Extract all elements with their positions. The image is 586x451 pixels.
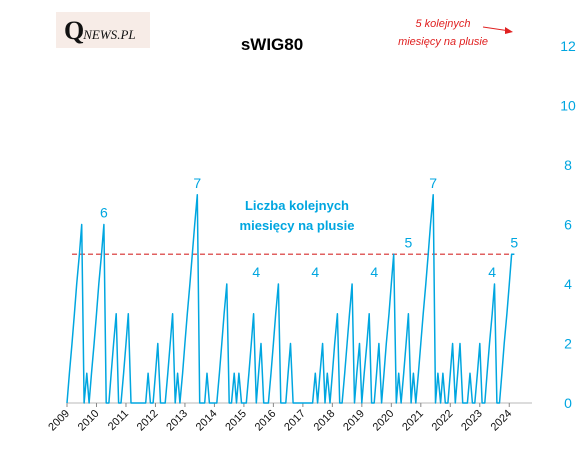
peak-value-label: 4 bbox=[311, 264, 319, 280]
x-axis-tick-label: 2011 bbox=[106, 408, 131, 433]
x-axis-tick-label: 2022 bbox=[430, 408, 456, 434]
x-axis-tick-label: 2023 bbox=[459, 408, 485, 434]
right-axis-tick-label: 8 bbox=[564, 157, 572, 173]
x-axis-tick-label: 2018 bbox=[312, 408, 338, 434]
peak-value-label: 4 bbox=[370, 264, 378, 280]
right-axis-tick-label: 10 bbox=[560, 98, 576, 114]
right-axis-tick-label: 12 bbox=[560, 38, 576, 54]
peak-value-label: 7 bbox=[193, 175, 201, 191]
peak-value-label: 6 bbox=[100, 205, 108, 221]
x-axis-tick-label: 2010 bbox=[76, 408, 102, 434]
center-annotation-line: Liczba kolejnych bbox=[245, 198, 349, 213]
right-axis-tick-label: 2 bbox=[564, 336, 572, 352]
x-axis-tick-label: 2012 bbox=[135, 408, 161, 434]
peak-value-label: 5 bbox=[510, 234, 518, 250]
right-axis-tick-label: 4 bbox=[564, 276, 572, 292]
x-axis-tick-label: 2014 bbox=[194, 408, 220, 434]
series-line-streak bbox=[66, 194, 515, 404]
peak-value-label: 4 bbox=[252, 264, 260, 280]
peak-value-label: 7 bbox=[429, 175, 437, 191]
peak-value-label: 5 bbox=[405, 234, 413, 250]
logo-tld: .PL bbox=[117, 27, 136, 42]
right-axis-tick-label: 0 bbox=[564, 395, 572, 411]
x-axis-tick-label: 2019 bbox=[341, 408, 367, 434]
top-right-annotation-line: miesięcy na plusie bbox=[398, 36, 488, 48]
x-axis-tick-label: 2024 bbox=[489, 408, 515, 434]
x-axis-tick-label: 2020 bbox=[371, 408, 397, 434]
center-annotation-line: miesięcy na plusie bbox=[240, 218, 355, 233]
x-axis-tick-label: 2013 bbox=[164, 408, 190, 434]
x-axis-tick-label: 2017 bbox=[282, 408, 308, 434]
chart-title: sWIG80 bbox=[241, 35, 303, 54]
peak-value-label: 4 bbox=[488, 264, 496, 280]
annotation-arrow-head bbox=[505, 27, 513, 34]
top-right-annotation-line: 5 kolejnych bbox=[415, 18, 470, 30]
x-axis-tick-label: 2021 bbox=[400, 408, 426, 434]
right-axis-tick-label: 6 bbox=[564, 217, 572, 233]
x-axis-tick-label: 2015 bbox=[223, 408, 249, 434]
logo-initial: Q bbox=[64, 16, 84, 45]
x-axis-tick-label: 2016 bbox=[253, 408, 279, 434]
logo-brand: NEWS bbox=[83, 27, 118, 42]
x-axis-tick-label: 2009 bbox=[46, 408, 72, 434]
qnews-logo: QNEWS.PL bbox=[56, 12, 150, 48]
